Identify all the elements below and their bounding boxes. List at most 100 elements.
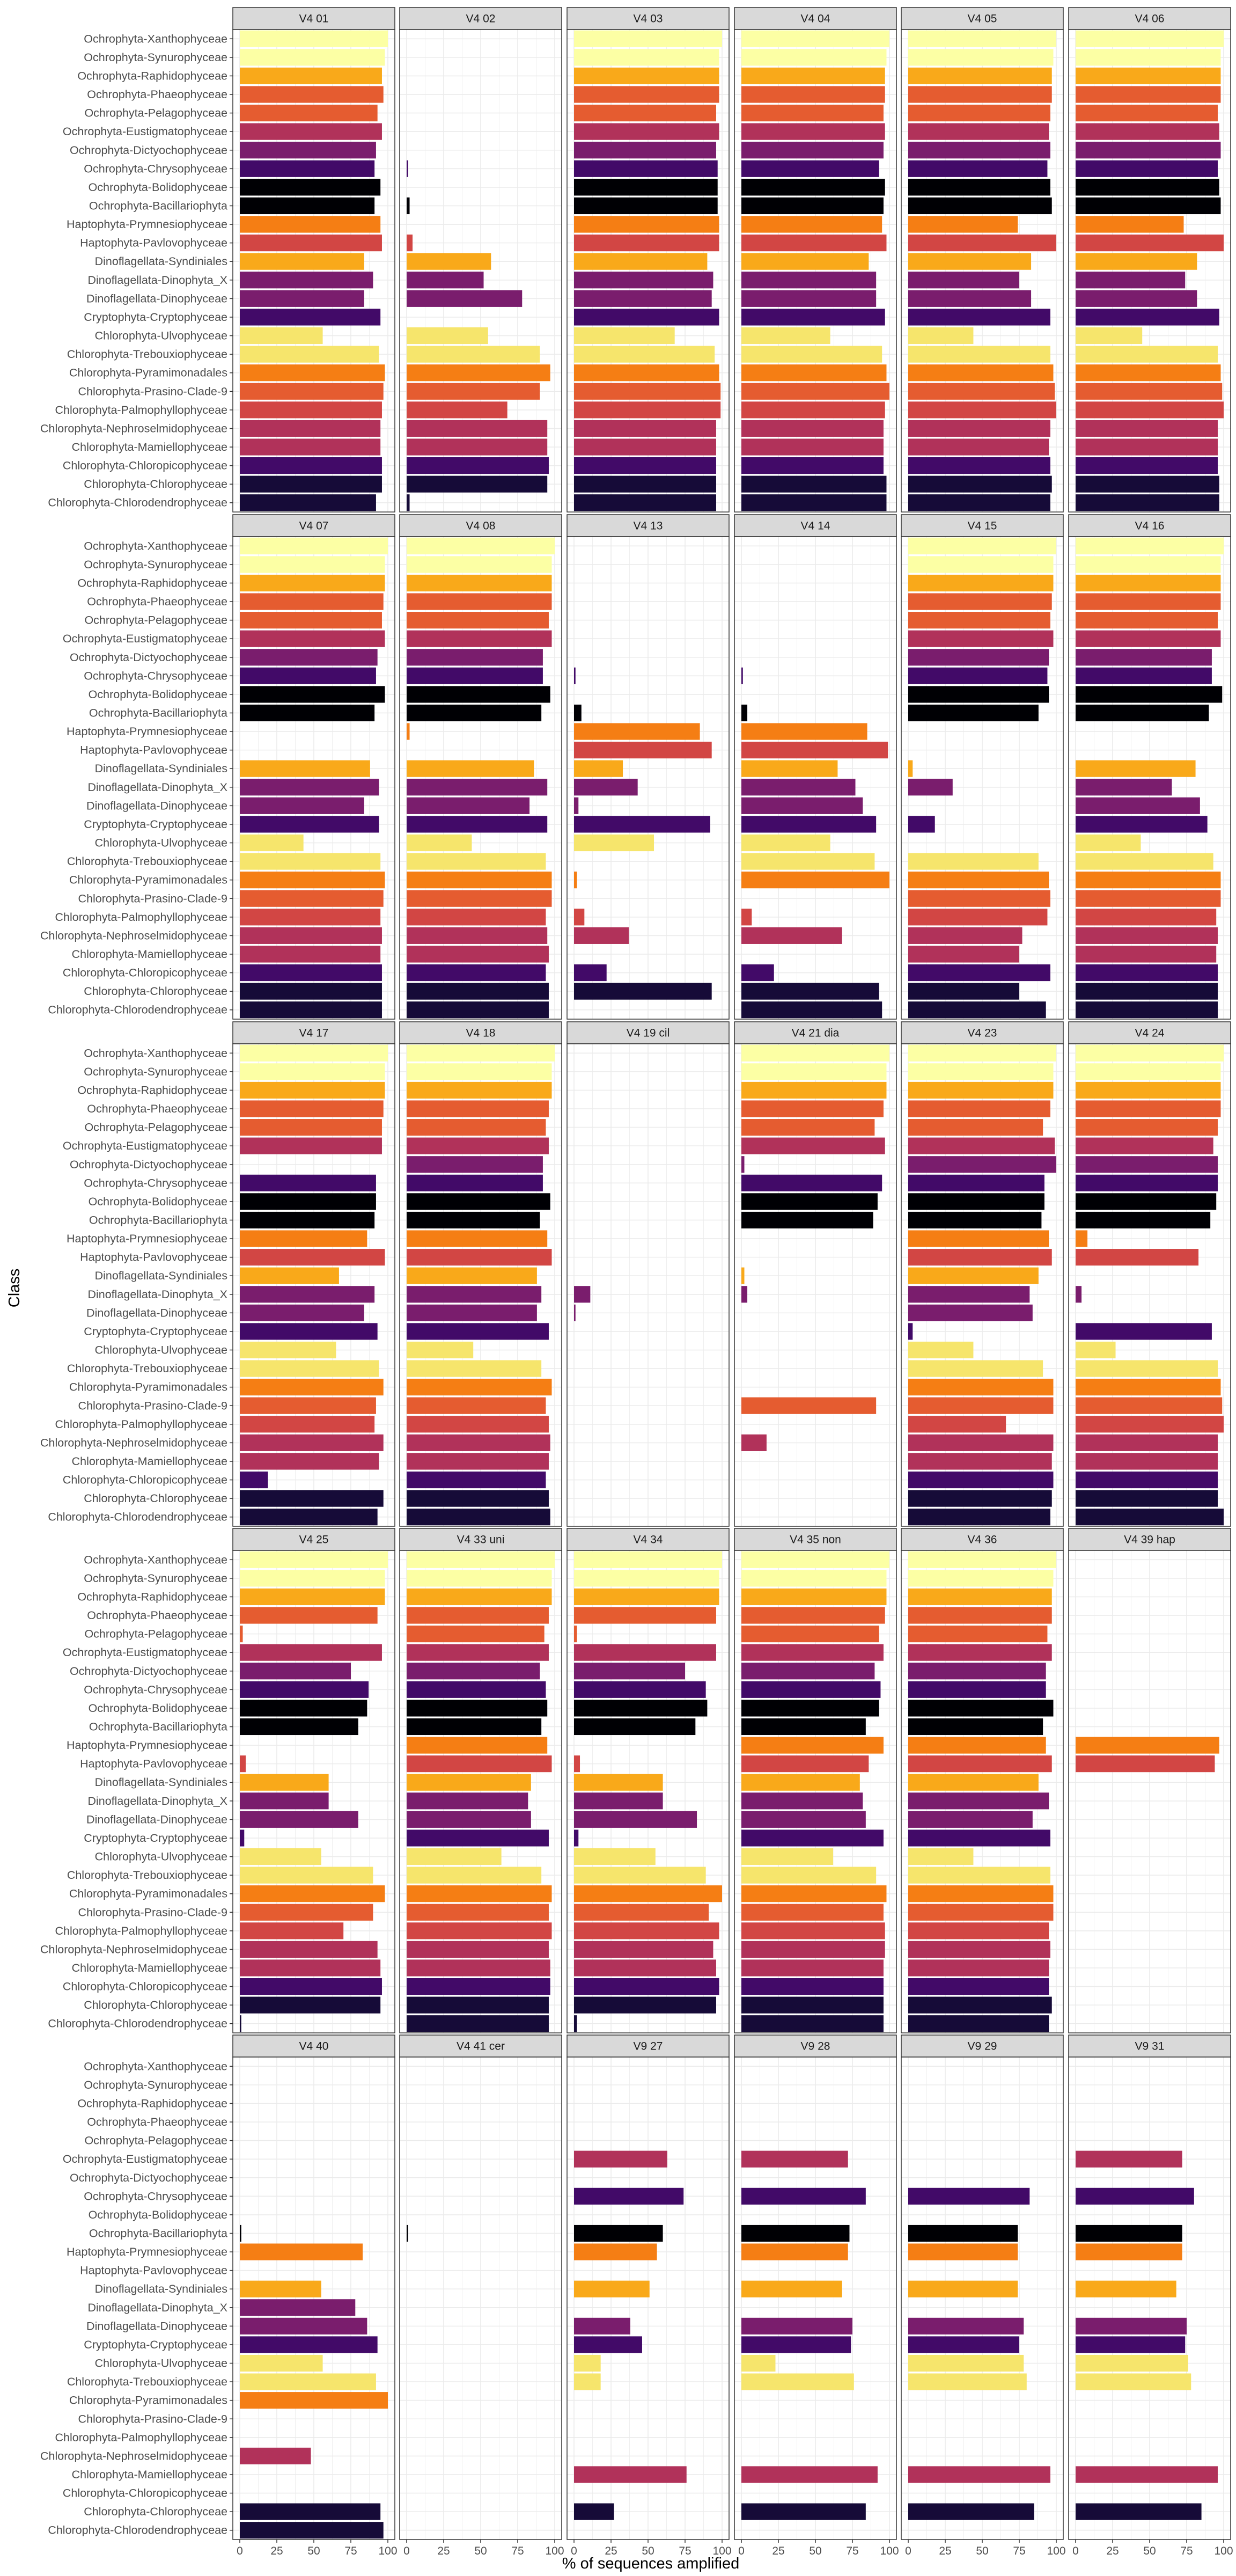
bar — [574, 86, 719, 103]
bar — [908, 704, 1039, 722]
y-tick-label: Haptophyta-Pavlovophyceae — [80, 1758, 227, 1770]
bar — [741, 1978, 884, 1995]
bar — [240, 1360, 379, 1377]
bar — [574, 272, 713, 289]
bar — [1076, 649, 1212, 666]
bar — [240, 1755, 246, 1773]
bar — [407, 272, 484, 289]
bar — [407, 1304, 537, 1321]
bar — [407, 457, 549, 474]
bar — [1076, 1379, 1221, 1396]
bar — [1076, 760, 1196, 777]
bar — [908, 142, 1050, 159]
y-tick-label: Chlorophyta-Palmophyllophyceae — [55, 2431, 228, 2444]
bar — [908, 946, 1019, 963]
bar — [407, 1490, 549, 1507]
bar — [741, 123, 885, 140]
bar — [574, 1959, 716, 1977]
y-tick-label: Haptophyta-Pavlovophyceae — [80, 744, 227, 757]
facet-strip — [566, 7, 730, 30]
bar — [574, 179, 718, 196]
bar — [407, 1379, 552, 1396]
bar — [407, 834, 472, 852]
bar — [240, 1174, 376, 1191]
bar — [908, 667, 1048, 684]
y-tick-label: Dinoflagellata-Syndiniales — [95, 2282, 227, 2295]
bar — [407, 1137, 549, 1154]
bar — [1076, 1193, 1217, 1210]
y-tick-label: Chlorophyta-Palmophyllophyceae — [55, 404, 228, 416]
facet-label: V4 36 — [968, 1534, 997, 1546]
bar — [1076, 49, 1221, 66]
y-tick-label: Ochrophyta-Phaeophyceae — [87, 1609, 227, 1622]
bar — [240, 1551, 388, 1568]
y-tick-label: Dinoflagellata-Dinophyceae — [86, 292, 227, 305]
bar — [407, 946, 549, 963]
y-tick-label: Chlorophyta-Prasino-Clade-9 — [78, 2412, 227, 2425]
facet-panel: V4 07 Ochrophyta-Xanthophyceae Ochrophyta-… — [40, 514, 395, 1020]
bar — [574, 1811, 697, 1828]
bar — [407, 1737, 548, 1754]
bar — [741, 704, 748, 722]
bar — [407, 1341, 474, 1359]
panel-border — [901, 1043, 1064, 1527]
bar — [407, 1959, 550, 1977]
bar — [407, 1904, 549, 1921]
facet-panel: V9 28 0 25 50 75 100 — [734, 2035, 899, 2557]
bar — [741, 197, 884, 215]
facet-strip — [232, 2035, 395, 2058]
bar — [240, 1996, 381, 2014]
bar — [741, 816, 877, 833]
bar — [574, 2317, 630, 2334]
bar — [908, 309, 1050, 326]
bar — [741, 2015, 884, 2032]
bar — [1076, 383, 1223, 400]
bar — [908, 235, 1056, 252]
bar — [407, 438, 548, 456]
bar — [240, 2317, 367, 2334]
bar — [574, 2187, 684, 2205]
bar — [240, 1829, 245, 1847]
y-tick-label: Dinoflagellata-Dinophyta_X — [87, 1288, 227, 1301]
bar — [574, 760, 623, 777]
bar — [741, 438, 884, 456]
bar — [741, 779, 856, 796]
bar — [908, 1063, 1054, 1080]
bar — [574, 2280, 650, 2297]
bar — [741, 1174, 882, 1191]
bar — [240, 1922, 344, 1940]
bar — [1076, 1063, 1221, 1080]
bar — [240, 816, 379, 833]
bar — [574, 216, 719, 233]
bar — [908, 853, 1039, 870]
bar — [240, 364, 385, 382]
y-tick-label: Chlorophyta-Nephroselmidophyceae — [40, 2449, 227, 2462]
bar — [741, 105, 884, 122]
bar — [741, 1922, 885, 1940]
bar — [1076, 1100, 1221, 1117]
bar — [240, 667, 376, 684]
bar — [240, 272, 373, 289]
bar — [908, 1959, 1049, 1977]
y-tick-label: Chlorophyta-Prasino-Clade-9 — [78, 1399, 227, 1412]
bar — [240, 1267, 339, 1284]
bar — [908, 475, 1052, 493]
bar — [741, 1044, 889, 1062]
bar — [407, 593, 552, 610]
facet-strip — [901, 2035, 1064, 2058]
bar — [407, 1941, 549, 1958]
y-tick-label: Ochrophyta-Synurophyceae — [84, 2079, 227, 2091]
bar — [240, 420, 381, 437]
bar — [1076, 1755, 1215, 1773]
bar — [908, 1323, 913, 1340]
facet-panel: V4 25 Ochrophyta-Xanthophyceae Ochrophyta-… — [40, 1528, 395, 2033]
bar — [240, 179, 381, 196]
bar — [240, 834, 304, 852]
y-tick-label: Chlorophyta-Chloropicophyceae — [63, 2487, 227, 2500]
bar — [240, 1490, 384, 1507]
bar — [741, 272, 877, 289]
bar — [407, 1700, 548, 1717]
bar — [574, 1922, 719, 1940]
bar — [574, 2373, 601, 2390]
x-tick-label: 25 — [270, 2545, 283, 2557]
